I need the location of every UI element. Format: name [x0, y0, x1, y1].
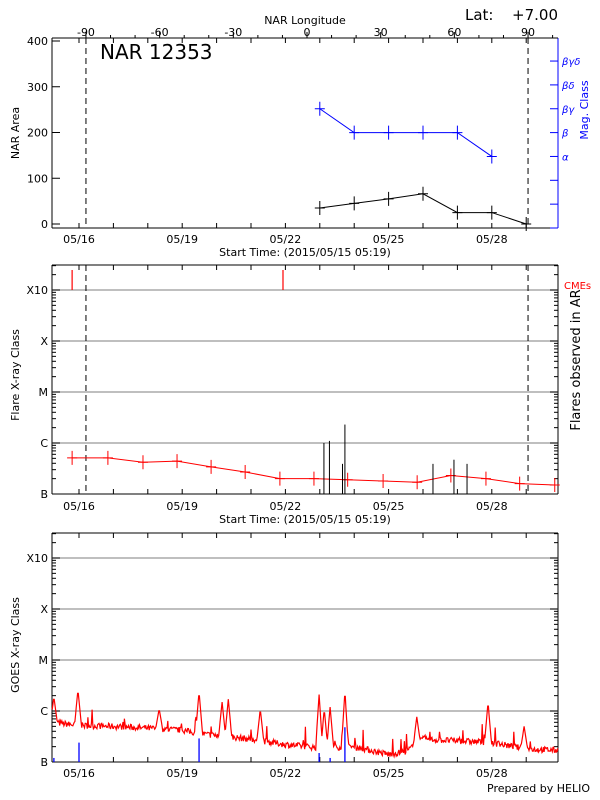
x-tick-label: 05/28	[476, 500, 508, 513]
y-tick-label: C	[40, 437, 48, 450]
cme-label: CMEs	[564, 281, 591, 292]
x-tick-label: 05/22	[270, 233, 302, 246]
panel2-y2label: Flares observed in AR	[569, 289, 584, 430]
x-tick-label: 05/25	[373, 500, 405, 513]
top-tick-label: -30	[224, 26, 242, 39]
x-tick-label: 05/16	[63, 500, 95, 513]
flare-background-point	[480, 471, 491, 486]
x-tick-label: 05/25	[373, 767, 405, 780]
y-tick-label: X10	[26, 284, 48, 297]
x-tick-label: 05/28	[476, 767, 508, 780]
x-tick-label: 05/19	[166, 767, 198, 780]
flare-background-point	[412, 475, 423, 490]
mag-class-data-point	[314, 101, 325, 116]
x-tick-label: 05/22	[270, 500, 302, 513]
area-data-point	[383, 191, 394, 206]
y2-tick-label: β	[561, 129, 569, 140]
area-data-point	[452, 205, 463, 220]
flare-background-point	[378, 473, 389, 488]
y-tick-label: B	[40, 488, 48, 501]
flare-background-point	[102, 450, 113, 465]
top-tick-label: 0	[304, 26, 311, 39]
mag-class-data-point	[486, 149, 497, 164]
panel2-ylabel: Flare X-ray Class	[9, 329, 22, 421]
area-data-point	[521, 217, 532, 231]
y-tick-label: M	[39, 654, 49, 667]
y-tick-label: X	[40, 335, 48, 348]
flare-background-point	[549, 478, 560, 493]
flare-background-point	[137, 455, 148, 470]
top-tick-label: 30	[374, 26, 388, 39]
panel1-y2label: Mag. Class	[578, 80, 591, 139]
panel3-ylabel: GOES X-ray Class	[9, 597, 22, 693]
area-data-point	[349, 196, 360, 211]
flare-background-point	[240, 465, 251, 479]
top-axis-title: NAR Longitude	[264, 14, 346, 27]
y2-tick-label: βγδ	[561, 57, 580, 68]
y-tick-label: 200	[27, 127, 48, 140]
mag-class-data-point	[349, 125, 360, 140]
area-data-point	[418, 186, 428, 201]
footer-credit: Prepared by HELIO	[487, 782, 590, 795]
y-tick-label: M	[39, 386, 49, 399]
top-tick-label: -90	[77, 26, 95, 39]
latitude-label: Lat:	[465, 6, 493, 24]
y2-tick-label: α	[562, 152, 569, 163]
flare-background-point	[274, 471, 285, 486]
panel2-xlabel: Start Time: (2015/05/15 05:19)	[219, 513, 391, 526]
y-tick-label: 400	[27, 35, 48, 48]
y-tick-label: 0	[41, 218, 48, 231]
mag-class-data-point	[452, 125, 463, 140]
flare-background-point	[308, 471, 319, 486]
top-tick-label: 60	[447, 26, 461, 39]
y2-tick-label: βγ	[561, 105, 575, 116]
y-tick-label: 300	[27, 81, 48, 94]
mag-class-data-point	[383, 125, 394, 140]
area-data-point	[486, 205, 497, 220]
mag-class-series-line	[319, 108, 493, 157]
x-tick-label: 05/19	[166, 233, 198, 246]
flare-background-point	[67, 450, 78, 465]
mag-class-data-point	[418, 125, 428, 140]
y2-tick-label: βδ	[561, 81, 575, 92]
flare-background-point	[342, 472, 353, 487]
y-tick-label: C	[40, 705, 48, 718]
x-tick-label: 05/28	[476, 233, 508, 246]
latitude-value: +7.00	[512, 6, 558, 24]
x-tick-label: 05/25	[373, 233, 405, 246]
panel1-xlabel: Start Time: (2015/05/15 05:19)	[219, 246, 391, 259]
x-tick-label: 05/16	[63, 767, 95, 780]
region-title: NAR 12353	[100, 40, 213, 64]
flare-background-point	[514, 476, 525, 491]
goes-xray-flux-line	[51, 692, 559, 759]
flare-background-point	[206, 459, 217, 474]
x-tick-label: 05/19	[166, 500, 198, 513]
y-tick-label: B	[40, 756, 48, 769]
area-data-point	[314, 200, 325, 215]
y-tick-label: X	[40, 603, 48, 616]
panel1-ylabel: NAR Area	[9, 107, 22, 159]
top-tick-label: 90	[521, 26, 535, 39]
y-tick-label: 100	[27, 172, 48, 185]
y-tick-label: X10	[26, 552, 48, 565]
x-tick-label: 05/22	[270, 767, 302, 780]
top-tick-label: -60	[151, 26, 169, 39]
flare-background-point	[172, 454, 183, 469]
x-tick-label: 05/16	[63, 233, 95, 246]
